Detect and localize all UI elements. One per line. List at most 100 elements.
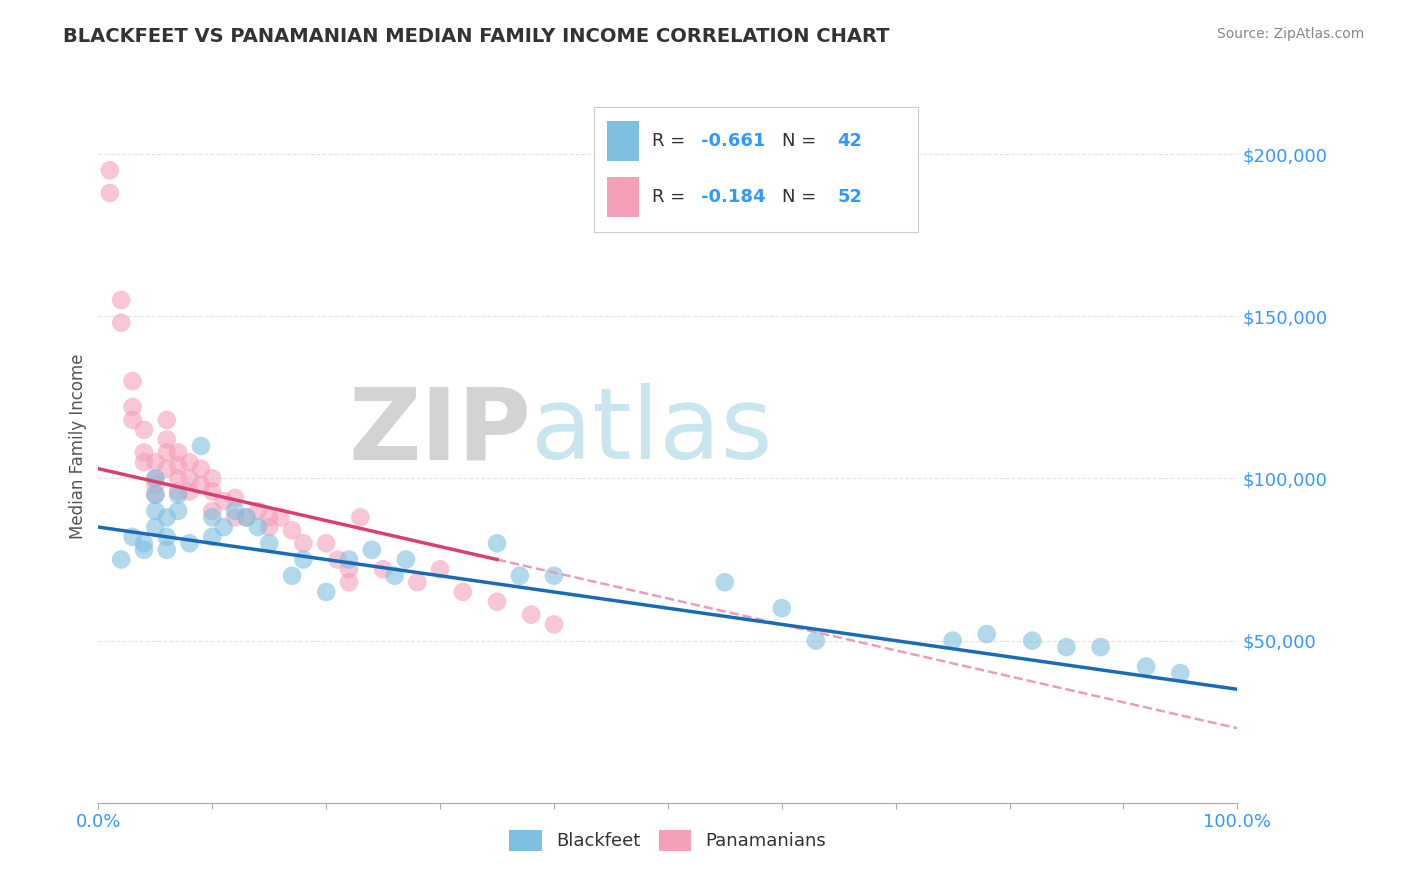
Point — [1054, 640, 1078, 654]
Point — [121, 413, 143, 427]
Point — [1135, 659, 1157, 673]
Point — [156, 510, 179, 524]
Point — [337, 562, 360, 576]
Point — [259, 520, 281, 534]
Point — [201, 510, 224, 524]
Point — [145, 478, 167, 492]
Point — [224, 510, 246, 524]
Point — [384, 568, 406, 582]
Point — [167, 471, 190, 485]
Point — [132, 542, 155, 557]
Point — [292, 552, 315, 566]
Y-axis label: Median Family Income: Median Family Income — [69, 353, 87, 539]
Point — [371, 562, 394, 576]
Point — [224, 504, 246, 518]
Point — [509, 568, 531, 582]
Text: atlas: atlas — [531, 384, 773, 480]
Point — [156, 461, 179, 475]
Point — [201, 530, 224, 544]
Point — [486, 595, 509, 609]
Point — [543, 568, 565, 582]
Point — [190, 461, 212, 475]
Point — [224, 491, 246, 505]
Point — [281, 568, 304, 582]
Point — [326, 552, 349, 566]
Point — [121, 400, 143, 414]
Legend: Blackfeet, Panamanians: Blackfeet, Panamanians — [502, 822, 834, 858]
Point — [259, 510, 281, 524]
Point — [145, 488, 167, 502]
Point — [179, 455, 201, 469]
Point — [360, 542, 382, 557]
Point — [201, 484, 224, 499]
Text: BLACKFEET VS PANAMANIAN MEDIAN FAMILY INCOME CORRELATION CHART: BLACKFEET VS PANAMANIAN MEDIAN FAMILY IN… — [63, 27, 890, 45]
Point — [212, 494, 235, 508]
Point — [520, 607, 543, 622]
Point — [145, 488, 167, 502]
Point — [395, 552, 418, 566]
Point — [201, 471, 224, 485]
Point — [486, 536, 509, 550]
Point — [429, 562, 451, 576]
Point — [190, 439, 212, 453]
Point — [337, 552, 360, 566]
Point — [349, 510, 371, 524]
Text: ZIP: ZIP — [349, 384, 531, 480]
Point — [156, 542, 179, 557]
Point — [1170, 666, 1192, 681]
Point — [145, 504, 167, 518]
Point — [132, 445, 155, 459]
Point — [156, 433, 179, 447]
Point — [145, 455, 167, 469]
Point — [337, 575, 360, 590]
Point — [145, 471, 167, 485]
Point — [179, 484, 201, 499]
Point — [976, 627, 998, 641]
Point — [167, 458, 190, 473]
Point — [406, 575, 429, 590]
Point — [110, 316, 132, 330]
Point — [156, 445, 179, 459]
Point — [246, 520, 269, 534]
Text: Source: ZipAtlas.com: Source: ZipAtlas.com — [1216, 27, 1364, 41]
Point — [167, 504, 190, 518]
Point — [132, 536, 155, 550]
Point — [714, 575, 737, 590]
Point — [1090, 640, 1112, 654]
Point — [145, 520, 167, 534]
Point — [179, 471, 201, 485]
Point — [179, 536, 201, 550]
Point — [543, 617, 565, 632]
Point — [121, 374, 143, 388]
Point — [190, 478, 212, 492]
Point — [156, 413, 179, 427]
Point — [770, 601, 793, 615]
Point — [246, 504, 269, 518]
Point — [145, 471, 167, 485]
Point — [315, 585, 337, 599]
Point — [98, 186, 121, 200]
Point — [259, 536, 281, 550]
Point — [167, 484, 190, 499]
Point — [212, 520, 235, 534]
Point — [281, 524, 304, 538]
Point — [201, 504, 224, 518]
Point — [804, 633, 827, 648]
Point — [156, 530, 179, 544]
Point — [132, 423, 155, 437]
Point — [315, 536, 337, 550]
Point — [235, 510, 257, 524]
Point — [167, 488, 190, 502]
Point — [270, 510, 292, 524]
Point — [1021, 633, 1043, 648]
Point — [110, 552, 132, 566]
Point — [292, 536, 315, 550]
Point — [942, 633, 965, 648]
Point — [110, 293, 132, 307]
Point — [451, 585, 474, 599]
Point — [121, 530, 143, 544]
Point — [98, 163, 121, 178]
Point — [132, 455, 155, 469]
Point — [167, 445, 190, 459]
Point — [235, 510, 257, 524]
